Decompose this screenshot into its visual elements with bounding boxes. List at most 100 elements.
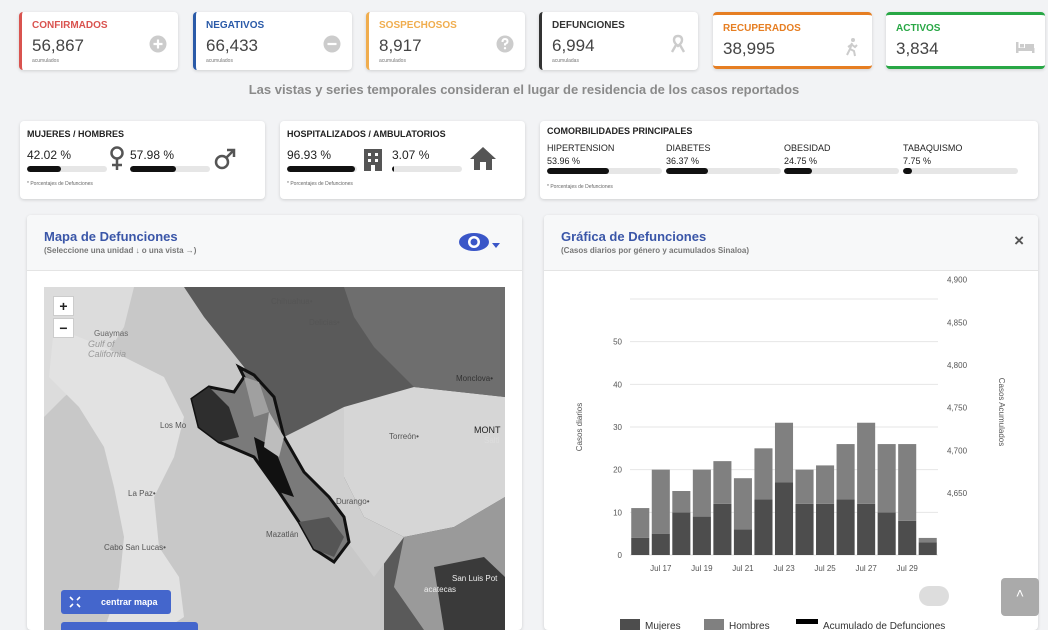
comorbidity-percent: 53.96 %	[547, 156, 581, 166]
stat-card-2[interactable]: NEGATIVOS 66,433 acumulados	[193, 12, 352, 70]
bar-hombres	[754, 448, 773, 500]
bar-hombres	[816, 465, 835, 504]
map-label-mont: MONT	[474, 425, 501, 435]
y-tick-label: 10	[613, 508, 622, 517]
legend-swatch	[704, 619, 724, 630]
bar-hombres	[898, 444, 917, 521]
stat-sub: acumulados	[379, 58, 406, 64]
stat-sub: acumuladas	[552, 58, 579, 64]
center-map-label: centrar mapa	[101, 597, 158, 607]
x-tick-label: Jul 27	[855, 564, 877, 573]
minus-circle-icon	[323, 35, 341, 53]
bar-fill	[666, 168, 708, 174]
comorbidities-title: COMORBILIDADES PRINCIPALES	[547, 126, 693, 136]
hosp-percent: 96.93 %	[287, 148, 332, 162]
y2-axis-label: Casos Acumulados	[997, 378, 1006, 446]
comorbidity-name: DIABETES	[666, 143, 711, 153]
bar-fill	[27, 166, 61, 172]
map-label-losmochis: Los Mo	[160, 421, 187, 430]
bar-mujeres	[733, 529, 752, 555]
map-label-gulf: Gulf of California	[88, 339, 127, 359]
comorbidities-footnote: * Porcentajes de Defunciones	[547, 184, 613, 190]
stat-value: 38,995	[723, 39, 775, 58]
bar-mujeres	[795, 503, 814, 555]
comorbidity-percent: 36.37 %	[666, 156, 700, 166]
stat-card-4[interactable]: DEFUNCIONES 6,994 acumuladas	[539, 12, 698, 70]
x-tick-label: Jul 19	[691, 564, 713, 573]
bar-hombres	[774, 422, 794, 483]
bar-mujeres	[877, 512, 896, 555]
map-label-durango: Durango•	[336, 497, 370, 506]
chevron-up-icon: ˄	[1015, 585, 1025, 601]
close-icon[interactable]: ×	[1014, 231, 1024, 250]
male-icon	[214, 148, 236, 170]
bar-hombres	[672, 491, 691, 513]
stat-card-6[interactable]: ACTIVOS 3,834	[886, 12, 1045, 69]
stat-label: DEFUNCIONES	[552, 20, 625, 31]
stat-value: 56,867	[32, 36, 84, 55]
chart-panel: Gráfica de Defunciones (Casos diarios po…	[544, 215, 1038, 630]
bed-icon	[1016, 42, 1035, 53]
x-tick-label: Jul 23	[773, 564, 795, 573]
y2-tick-label: 4,700	[947, 446, 968, 455]
bar-mujeres	[754, 499, 773, 555]
y-axis-label: Casos diarios	[575, 403, 584, 451]
x-tick-label: Jul 21	[732, 564, 754, 573]
bar-hombres	[713, 461, 732, 504]
comorbidity-percent: 7.75 %	[903, 156, 932, 166]
bar-hombres	[651, 469, 670, 534]
comorbidity-bar	[547, 168, 662, 174]
stat-sub: acumulados	[206, 58, 233, 64]
hosp-card: HOSPITALIZADOS / AMBULATORIOS 96.93 % 3.…	[280, 121, 525, 199]
map-label-delicias: Delicias•	[309, 318, 340, 327]
map-panel-header: Mapa de Defunciones (Seleccione una unid…	[27, 215, 522, 271]
bar-mujeres	[816, 503, 835, 555]
eye-dropdown-icon[interactable]	[458, 230, 502, 254]
bar-mujeres	[713, 503, 732, 555]
men-bar	[130, 166, 210, 172]
map-label-saltillo: Salti	[484, 436, 500, 445]
bar-hombres	[733, 478, 752, 530]
chart-panel-subtitle: (Casos diarios por género y acumulados S…	[561, 246, 750, 255]
legend-swatch	[620, 619, 640, 630]
comorbidity-bar	[666, 168, 781, 174]
bar-fill	[130, 166, 177, 172]
map-canvas[interactable]	[44, 287, 505, 630]
men-percent: 57.98 %	[130, 148, 175, 162]
secondary-map-button[interactable]	[61, 622, 198, 630]
bar-hombres	[918, 537, 937, 543]
walking-icon	[846, 38, 858, 57]
range-slider-handle	[919, 586, 949, 606]
stat-card-5[interactable]: RECUPERADOS 38,995	[713, 12, 872, 69]
scroll-top-button[interactable]: ˄	[1001, 578, 1039, 616]
bar-hombres	[836, 444, 855, 500]
stat-sub: acumulados	[32, 58, 59, 64]
gender-card: MUJERES / HOMBRES 42.02 % 57.98 % * Porc…	[20, 121, 265, 199]
map-label-lapaz: La Paz•	[128, 489, 156, 498]
y2-tick-label: 4,800	[947, 361, 968, 370]
ribbon-icon	[670, 34, 686, 53]
y-tick-label: 0	[618, 551, 623, 560]
y-tick-label: 50	[613, 338, 622, 347]
center-map-button[interactable]: centrar mapa	[61, 590, 171, 614]
hosp-title: HOSPITALIZADOS / AMBULATORIOS	[287, 129, 446, 139]
stat-card-1[interactable]: CONFIRMADOS 56,867 acumulados	[19, 12, 178, 70]
map-label-chihuahua: Chihuahua•	[271, 297, 313, 306]
map-label-monclova: Monclova•	[456, 374, 494, 383]
bar-mujeres	[631, 537, 650, 555]
x-tick-label: Jul 25	[814, 564, 836, 573]
bar-mujeres	[672, 512, 691, 555]
residence-note: Las vistas y series temporales considera…	[248, 82, 800, 97]
zoom-out-button[interactable]: −	[53, 318, 74, 338]
map-label-sanluis: San Luis Pot	[452, 574, 498, 583]
hospital-icon	[364, 149, 382, 171]
x-tick-label: Jul 29	[897, 564, 919, 573]
map-view[interactable]: Chihuahua• Delicias• Guaymas Gulf of Cal…	[44, 287, 505, 630]
zoom-in-button[interactable]: +	[53, 296, 74, 316]
y2-tick-label: 4,650	[947, 489, 968, 498]
women-bar	[27, 166, 107, 172]
bar-hombres	[692, 469, 711, 517]
stat-card-3[interactable]: SOSPECHOSOS 8,917 acumulados	[366, 12, 525, 70]
map-label-mazatlan: Mazatlán	[266, 530, 299, 539]
home-icon	[470, 147, 496, 170]
